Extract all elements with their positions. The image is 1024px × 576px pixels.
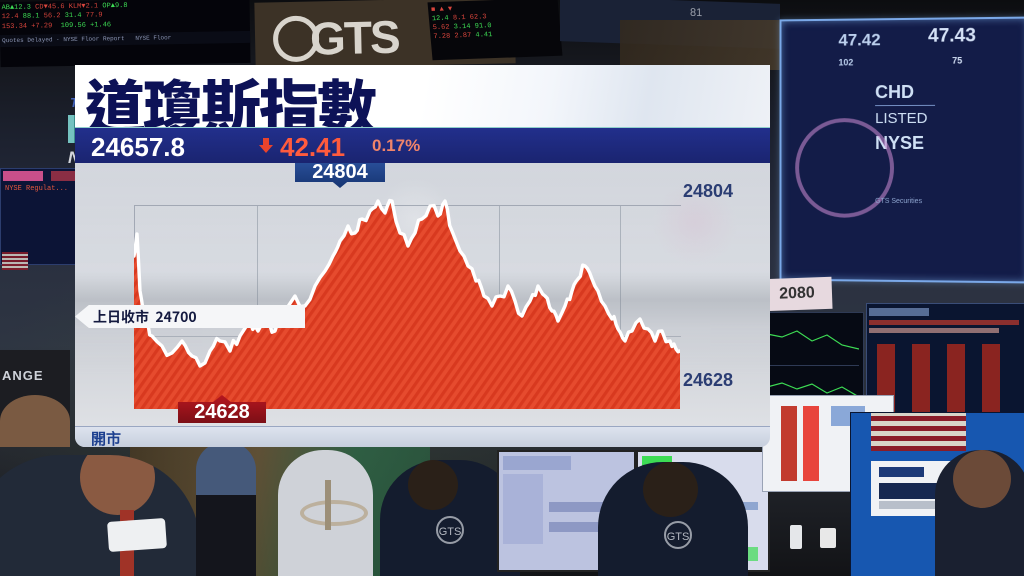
svg-text:GTS: GTS	[439, 526, 462, 538]
svg-text:GTS: GTS	[667, 531, 690, 543]
